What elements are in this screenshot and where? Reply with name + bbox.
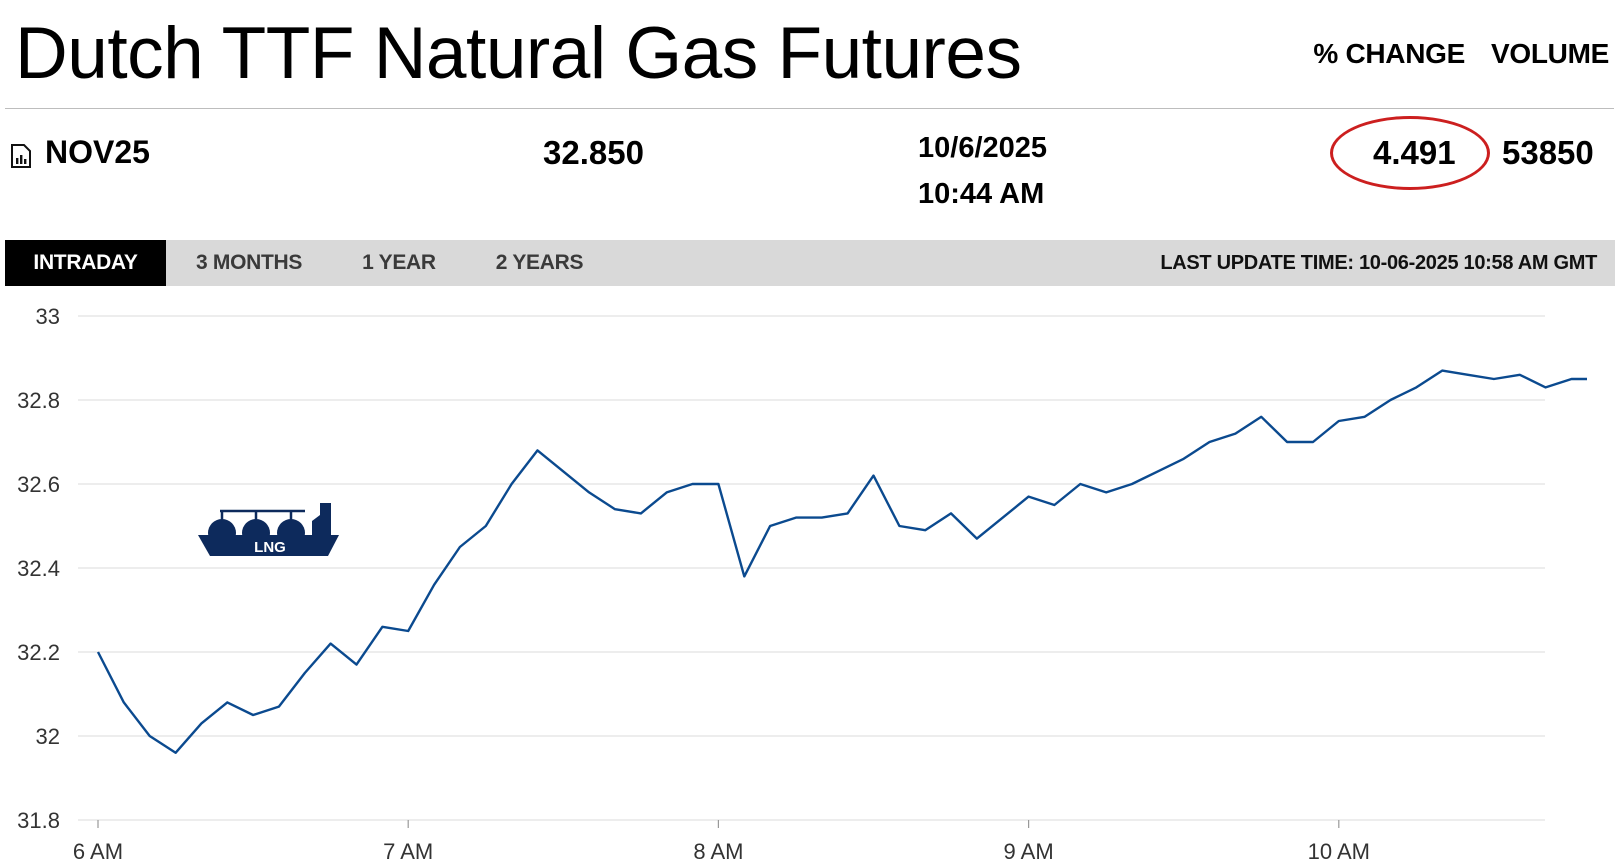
quote-time: 10:44 AM bbox=[918, 178, 1045, 210]
last-price: 32.850 bbox=[543, 134, 644, 171]
x-tick-label: 9 AM bbox=[1004, 839, 1054, 864]
x-tick-label: 7 AM bbox=[383, 839, 433, 864]
lng-logo-text: LNG bbox=[254, 539, 286, 556]
tab-3-months[interactable]: 3 MONTHS bbox=[196, 251, 303, 274]
x-tick-label: 6 AM bbox=[73, 839, 123, 864]
column-headers: % CHANGE VOLUME bbox=[1313, 38, 1609, 70]
volume-value: 53850 bbox=[1502, 134, 1594, 171]
y-tick-label: 32.2 bbox=[17, 640, 60, 665]
last-update-time: LAST UPDATE TIME: 10-06-2025 10:58 AM GM… bbox=[1160, 251, 1597, 274]
tab-1-year[interactable]: 1 YEAR bbox=[362, 251, 436, 274]
tab-2-years[interactable]: 2 YEARS bbox=[495, 251, 584, 274]
lng-ship-logo: LNG bbox=[198, 503, 339, 556]
y-tick-label: 32.4 bbox=[17, 556, 60, 581]
quote-row: NOV25 32.850 10/6/2025 10:44 AM 4.491 53… bbox=[0, 116, 1619, 220]
y-tick-label: 32.6 bbox=[17, 472, 60, 497]
quote-date: 10/6/2025 bbox=[918, 132, 1048, 164]
range-tabs: INTRADAY 3 MONTHS 1 YEAR 2 YEARS LAST UP… bbox=[5, 240, 1615, 286]
y-tick-label: 32.8 bbox=[17, 388, 60, 413]
volume-header: VOLUME bbox=[1491, 38, 1609, 69]
y-tick-label: 32 bbox=[36, 724, 60, 749]
chart-report-icon[interactable] bbox=[10, 144, 32, 168]
pct-change-header: % CHANGE bbox=[1313, 38, 1466, 69]
page-title: Dutch TTF Natural Gas Futures bbox=[15, 13, 1022, 94]
highlight-circle bbox=[1330, 116, 1490, 190]
y-tick-label: 31.8 bbox=[17, 808, 60, 833]
header-divider bbox=[5, 108, 1614, 109]
x-tick-label: 10 AM bbox=[1308, 839, 1370, 864]
y-tick-label: 33 bbox=[36, 304, 60, 329]
pct-change-value: 4.491 bbox=[1373, 134, 1456, 171]
x-tick-label: 8 AM bbox=[693, 839, 743, 864]
price-line bbox=[96, 369, 1587, 754]
contract-symbol[interactable]: NOV25 bbox=[45, 134, 150, 170]
tab-intraday[interactable]: INTRADAY bbox=[5, 240, 166, 286]
